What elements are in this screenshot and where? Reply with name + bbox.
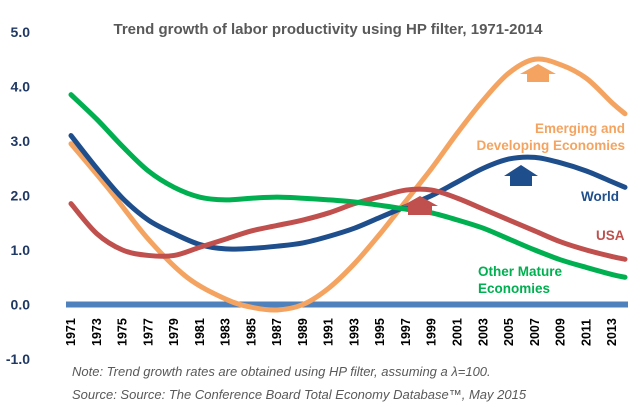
label-world: World — [581, 189, 619, 204]
x-tick-label: 1973 — [90, 318, 104, 346]
label-other-mature-line1: Other Mature — [478, 264, 563, 279]
x-tick-label: 1989 — [296, 318, 310, 346]
label-other-mature-line2: Economies — [478, 281, 550, 296]
x-tick-label: 2001 — [451, 318, 465, 346]
y-tick-label: 5.0 — [11, 24, 31, 40]
world-arrow-icon — [504, 165, 538, 186]
gridlines — [66, 301, 628, 308]
x-tick-label: 1977 — [141, 318, 155, 346]
series-labels: Emerging and Developing Economies World … — [476, 121, 625, 296]
x-tick-label: 2009 — [554, 318, 568, 346]
x-tick-label: 2007 — [528, 318, 542, 346]
x-tick-label: 2005 — [502, 318, 516, 346]
series-line-other-mature — [68, 92, 628, 280]
zero-baseline — [66, 301, 628, 308]
x-tick-label: 1993 — [347, 318, 361, 346]
y-tick-label: -1.0 — [6, 351, 30, 367]
x-tick-label: 1981 — [193, 318, 207, 346]
x-tick-label: 1991 — [322, 318, 336, 346]
label-emerging-line1: Emerging and — [535, 121, 625, 136]
x-tick-label: 1995 — [373, 318, 387, 346]
chart-source: Source: Source: The Conference Board Tot… — [72, 387, 527, 402]
x-tick-label: 1987 — [270, 318, 284, 346]
series-line-emerging — [68, 56, 628, 313]
x-tick-label: 1975 — [116, 318, 130, 346]
chart-title: Trend growth of labor productivity using… — [114, 21, 544, 38]
usa-arrow-icon — [402, 196, 438, 215]
emerging-arrow-icon — [520, 64, 556, 82]
y-axis-ticks: 5.0 4.0 3.0 2.0 1.0 0.0 -1.0 — [6, 24, 30, 367]
x-tick-label: 1985 — [244, 318, 258, 346]
y-tick-label: 2.0 — [11, 188, 31, 204]
x-tick-label: 1979 — [167, 318, 181, 346]
y-tick-label: 1.0 — [11, 242, 31, 258]
y-tick-label: 0.0 — [11, 297, 31, 313]
chart-note: Note: Trend growth rates are obtained us… — [72, 364, 491, 379]
y-tick-label: 4.0 — [11, 79, 31, 95]
trend-arrows — [402, 64, 556, 215]
x-tick-label: 2011 — [579, 319, 593, 346]
x-tick-label: 1997 — [399, 318, 413, 346]
label-emerging-line2: Developing Economies — [476, 138, 625, 153]
y-tick-label: 3.0 — [11, 133, 31, 149]
x-tick-label: 1999 — [425, 318, 439, 346]
x-tick-label: 1983 — [219, 318, 233, 346]
label-usa: USA — [596, 228, 625, 243]
series-line-world — [68, 133, 628, 252]
x-tick-label: 2013 — [605, 318, 619, 346]
x-tick-label: 1971 — [64, 318, 78, 346]
series-lines — [68, 56, 628, 313]
x-tick-label: 2003 — [476, 318, 490, 346]
x-axis-ticks: 1971 1973 1975 1977 1979 1981 1983 1985 1987 1989… — [64, 318, 619, 346]
